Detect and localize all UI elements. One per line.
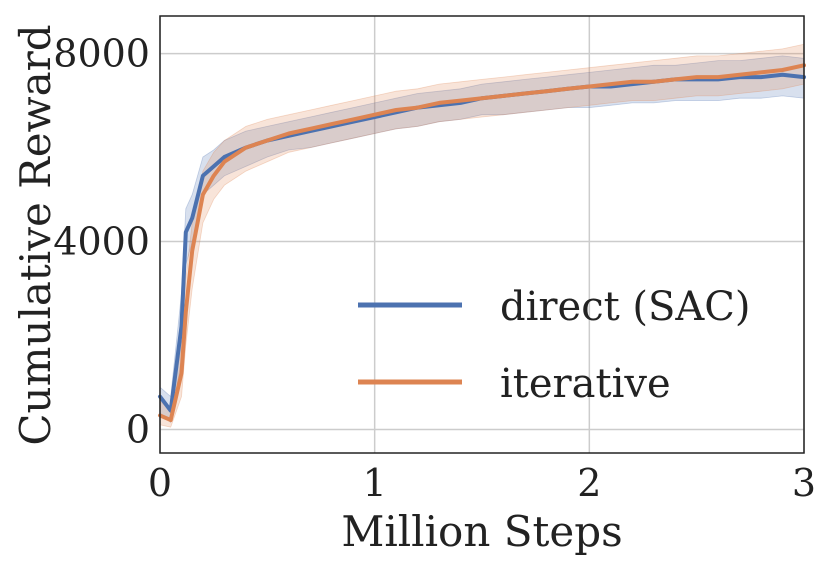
plot-frame <box>159 15 805 454</box>
band-iterative <box>159 43 805 428</box>
series-lines <box>158 63 806 423</box>
line-iterative <box>158 63 806 423</box>
x-tick-label: 1 <box>363 461 387 505</box>
x-axis-label: Million Steps <box>341 507 622 556</box>
x-tick-label: 3 <box>792 461 816 505</box>
y-tick-label: 8000 <box>53 32 150 76</box>
y-axis-label: Cumulative Reward <box>11 24 60 445</box>
legend: direct (SAC) iterative <box>358 284 751 407</box>
x-tick-label: 0 <box>148 461 172 505</box>
y-tick-label: 0 <box>126 408 150 452</box>
legend-label-iterative: iterative <box>500 361 671 407</box>
x-tick-label: 2 <box>577 461 601 505</box>
tick-labels: 0 1 2 3 0 4000 8000 <box>53 32 816 505</box>
y-tick-label: 4000 <box>53 220 150 264</box>
confidence-bands <box>159 43 805 428</box>
legend-label-direct-sac: direct (SAC) <box>500 284 751 330</box>
